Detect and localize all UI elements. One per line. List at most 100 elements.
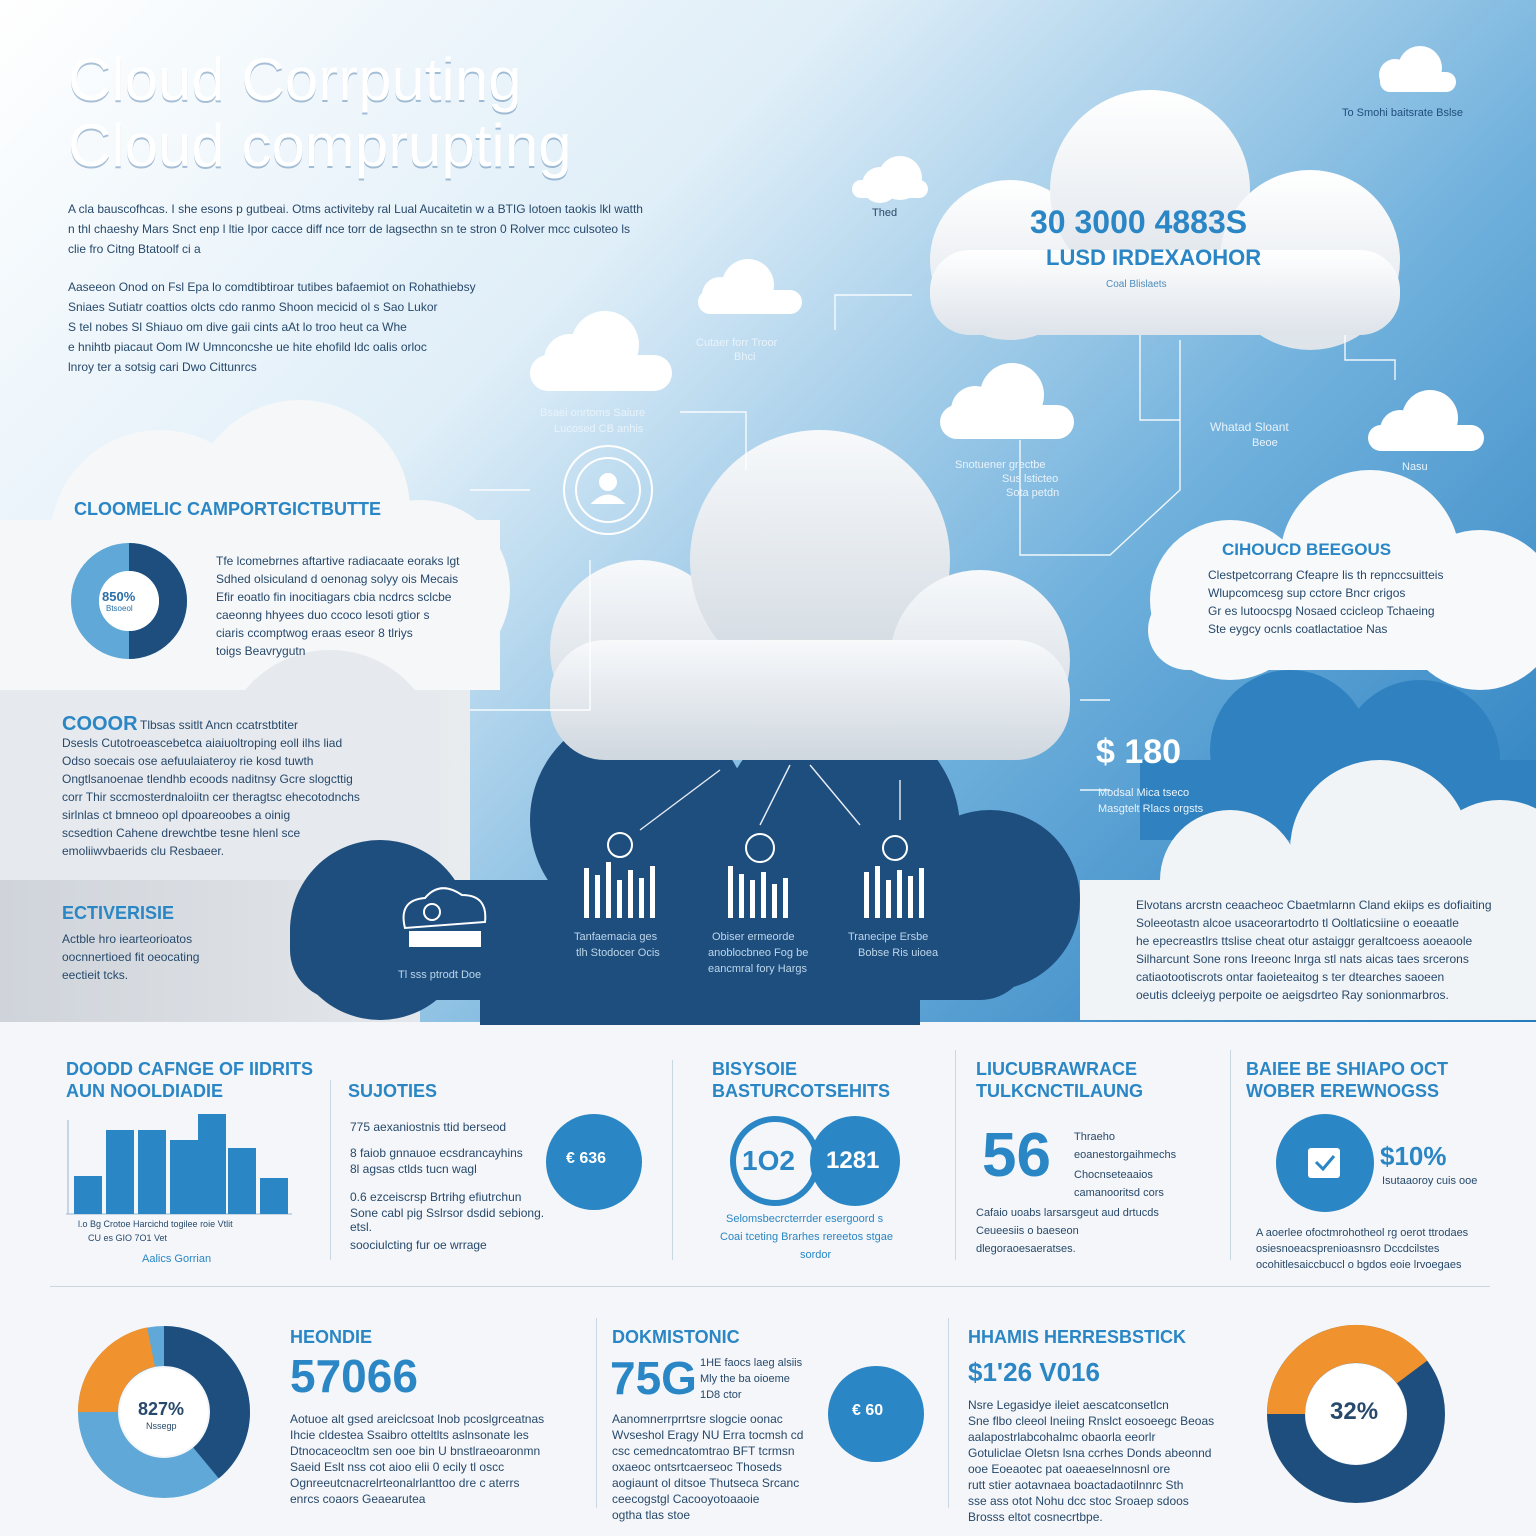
row1-divider: [672, 1060, 673, 1260]
architecture-heading: CLOOMELIC CAMPORTGICTBUTTE: [74, 499, 381, 519]
enterprise-heading: ECTIVERISIE: [62, 903, 175, 923]
uli-line: camanooritsd cors: [1074, 1187, 1164, 1199]
benefits-line: Clestpetcorrang Cfeapre lis th repnccsui…: [1208, 568, 1444, 582]
small-cloud-4: [940, 363, 1074, 439]
architecture-body: ciaris ccomptwog eraas eseor 8 tlriys: [216, 626, 413, 640]
dokmis-circle-value: € 60: [852, 1402, 884, 1419]
donut-1-sub: Nssegp: [146, 1421, 177, 1431]
dokmis-side: 1HE faocs laeg alsiis: [700, 1357, 803, 1369]
service-2-label: eancmral fory Hargs: [708, 963, 808, 975]
base-line: osiesnoeacsprenioasnsro Dccdcilstes: [1256, 1243, 1440, 1255]
service-icon-cloud: [402, 887, 487, 947]
base-line: ocohitlesaiccbuccl o bgdos eoie lrvoegae…: [1256, 1259, 1462, 1271]
hero-subtitle: LUSD IRDEXAOHOR: [1046, 245, 1262, 270]
intro-line: A cla bauscofhcas. I she esons p gutbeai…: [68, 202, 643, 216]
chart-axis-ticks: CU es GIO 7O1 Vet: [88, 1233, 168, 1243]
label-sto-1: Snotuener grectbe: [955, 459, 1046, 471]
cost-heading: COOOR: [62, 713, 138, 735]
architecture-body: Sdhed olsiculand d oenonag solyy ois Mec…: [216, 572, 459, 586]
service-icon-bars-3: [864, 835, 924, 918]
row1-divider: [1230, 1050, 1231, 1260]
service-icon-bars-1: [584, 832, 655, 918]
chart-footer: Aalics Gorrian: [142, 1253, 212, 1265]
cost-line: Ongtlsanoenae tlendhb ecoods naditnsy Gc…: [62, 772, 353, 786]
chart-panel-heading: DOODD CAFNGE OF IIDRITS: [66, 1059, 313, 1079]
benefits-line: Gr es lutoocspg Nosaed ccicleop Tchaeing: [1208, 604, 1435, 618]
stat-180-line: Modsal Mica tseco: [1098, 787, 1190, 799]
intro-line: lnroy ter a sotsig cari Dwo Cittunrcs: [68, 360, 257, 374]
row1-divider: [955, 1050, 956, 1260]
service-3-label: Bobse Ris uioea: [858, 947, 939, 959]
cost-line: sirlnlas ct bmneoo opl dpoareoobes a oin…: [62, 808, 291, 822]
row2-divider: [596, 1318, 597, 1508]
dokmis-line: aogiaunt ol ditsoe Thutseca Srcanc: [612, 1476, 800, 1490]
right-paragraph-line: oeutis dcleeiyg perpoite oe aeigsdrteo R…: [1136, 988, 1449, 1002]
cloud-graphics: [0, 46, 1536, 1025]
donut-chart-2: [1267, 1325, 1445, 1503]
dokmis-line: oxaeoc ontsrtcaerseoc Thoseds: [612, 1460, 782, 1474]
dokmis-side: Mly the ba oioeme: [700, 1373, 790, 1385]
uli-value: 56: [982, 1121, 1051, 1190]
cost-line: Tlbsas ssitlt Ancn ccatrstbtiter: [140, 718, 299, 732]
small-cloud-1: [852, 156, 928, 203]
business-line: sordor: [800, 1249, 832, 1261]
solutions-circle-value: € 636: [566, 1150, 607, 1167]
business-heading: BASTURCOTSEHITS: [712, 1081, 891, 1101]
intro-line: Sniaes Sutiatr coattios olcts cdo ranmo …: [68, 300, 438, 314]
small-cloud-5: [1368, 390, 1484, 451]
page-title-line-1: Cloud Corrputing: [68, 46, 522, 113]
uli-line: Ceueesiis o baeseon: [976, 1225, 1079, 1237]
service-4-label: Tl sss ptrodt Doe: [398, 969, 482, 981]
base-value: $10%: [1380, 1141, 1447, 1171]
heondie-heading: HEONDIE: [290, 1327, 373, 1347]
hhhs-line: Brosss eltot cosnecrtbpe.: [968, 1510, 1103, 1524]
user-icon: [563, 445, 653, 535]
hhhs-value: $1'26 V016: [968, 1357, 1100, 1387]
dokmis-line: ceecogstgl Cacooyotoaaoie: [612, 1492, 760, 1506]
cost-line: emoliiwvbaerids clu Resbaeer.: [62, 844, 225, 858]
dokmis-line: csc cemedncatomtrao BFT tcrmsn: [612, 1444, 795, 1458]
architecture-donut-sub: Btsoeol: [106, 604, 133, 613]
label-whtd-2: Beoe: [1252, 437, 1278, 449]
dokmis-line: Wvseshol Eragy NU Erra tocmsh cd: [612, 1428, 804, 1442]
intro-line: Aaseeon Onod on Fsl Epa lo comdtibtiroar…: [68, 280, 476, 294]
row1-divider: [330, 1080, 331, 1260]
hhhs-line: Nsre Legasidye ileiet aescatconsetlcn: [968, 1398, 1169, 1412]
hhhs-line: rutt stier aotavnaea boactadaotilnnrc St…: [968, 1478, 1184, 1492]
enterprise-line: eectieit tcks.: [62, 968, 129, 982]
label-thed: Thed: [872, 207, 898, 219]
right-paragraph-line: catiaotootiscrots ontar faoieteaitog s t…: [1136, 970, 1445, 984]
heondie-line: Aotuoe alt gsed areiclcsoat lnob pcoslgr…: [290, 1412, 545, 1426]
base-line: A aoerlee ofoctmrohotheol rg oerot ttrod…: [1256, 1227, 1469, 1239]
heondie-line: Dtnocaceocltm sen ooe bin U bnstlraeoaro…: [290, 1444, 541, 1458]
architecture-body: toigs Beavrygutn: [216, 644, 306, 658]
solutions-line: 775 aexaniostnis ttid berseod: [350, 1120, 507, 1134]
heondie-line: Ihcie cldestea Ssaibro otteltlts aslnson…: [290, 1428, 529, 1442]
intro-line: n thl chaeshy Mars Snct enp l ltie Ipor …: [68, 222, 631, 236]
solutions-line: Sone cabl pig Sslrsor dsdid sebiong.: [350, 1206, 545, 1220]
cost-line: Dsesls Cutotroeascebetca aiaiuoltroping …: [62, 736, 343, 750]
benefits-line: Ste eygcy ocnls coatlactatioe Nas: [1208, 622, 1388, 636]
architecture-donut-value: 850%: [102, 589, 136, 604]
hero-stat: 30 3000 4883S: [1030, 204, 1248, 240]
business-line: Selomsbecrcterrder esergoord s: [726, 1213, 884, 1225]
enterprise-line: oocnnertioed fit oeocating: [62, 950, 200, 964]
hhhs-line: Sne flbo cleeol lneiing Rnslct eosoeegc …: [968, 1414, 1215, 1428]
base-sub: Isutaaoroy cuis ooe: [1382, 1175, 1478, 1187]
row-separator: [50, 1286, 1490, 1287]
service-2-label: Obiser ermeorde: [712, 931, 795, 943]
row2-divider: [948, 1318, 949, 1508]
architecture-body: Tfe lcomebrnes aftartive radiacaate eora…: [216, 554, 460, 568]
solutions-line: 8l agsas ctlds tucn wagl: [350, 1162, 477, 1176]
service-1-label: Tanfaemacia ges: [574, 931, 658, 943]
architecture-body: Efir eoatlo fin inocitiagars cbia ncdrcs…: [216, 590, 452, 604]
dokmis-circle: [828, 1366, 924, 1462]
uli-line: Cafaio uoabs larsarsgeut aud drtucds: [976, 1207, 1159, 1219]
uli-line: eoanestorgaihmechs: [1074, 1149, 1177, 1161]
small-cloud-6: [1379, 46, 1456, 92]
uli-line: Thraeho: [1074, 1131, 1115, 1143]
solutions-line: soociulcting fur oe wrrage: [350, 1238, 487, 1252]
document-check-icon: [1308, 1148, 1340, 1178]
dokmis-side: 1D8 ctor: [700, 1389, 742, 1401]
